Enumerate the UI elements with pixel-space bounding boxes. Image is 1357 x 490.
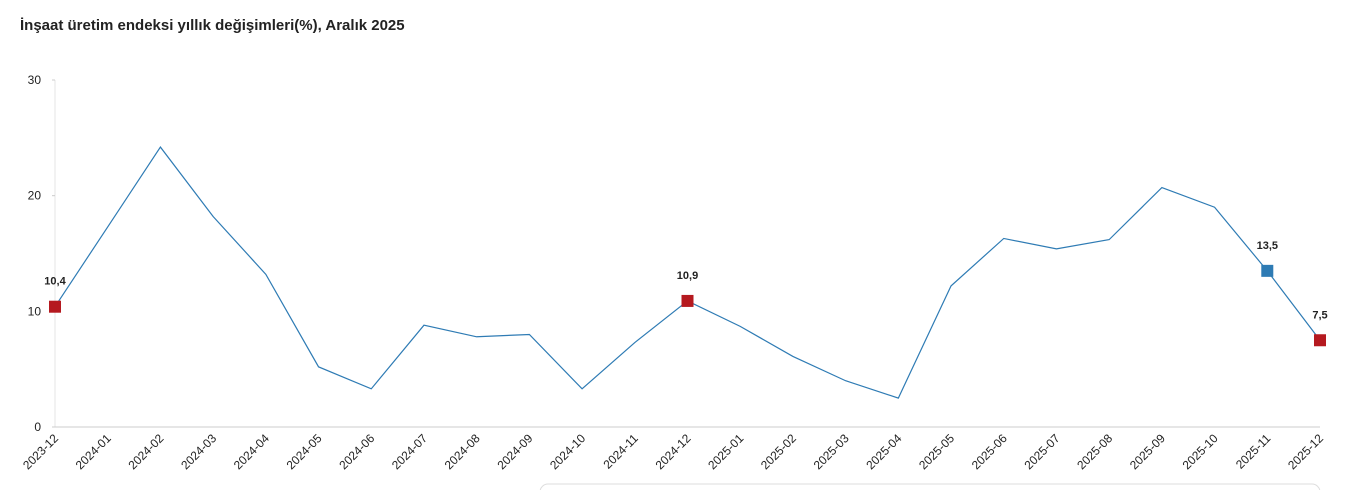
x-tick-label: 2024-09 [494,431,535,472]
y-tick-label: 20 [28,189,42,203]
x-tick-label: 2024-03 [178,431,219,472]
x-tick-label: 2023-12 [20,431,61,472]
x-tick-label: 2024-04 [231,431,272,472]
x-tick-label: 2025-08 [1074,431,1115,472]
x-tick-label: 2025-03 [811,431,852,472]
x-tick-label: 2024-06 [336,431,377,472]
value-label: 10,9 [677,270,698,282]
x-tick-label: 2025-01 [705,431,746,472]
panel-edge [539,483,1321,490]
x-tick-label: 2024-02 [125,431,166,472]
marker [1314,334,1326,347]
x-tick-label: 2024-07 [389,431,430,472]
x-tick-label: 2024-01 [73,431,114,472]
y-tick-label: 30 [28,73,42,87]
x-tick-label: 2024-05 [284,431,325,472]
value-label: 7,5 [1312,309,1327,321]
y-tick-label: 0 [34,420,41,434]
x-tick-label: 2024-10 [547,431,588,472]
x-tick-label: 2025-10 [1180,431,1221,472]
value-label: 13,5 [1257,240,1278,252]
x-tick-label: 2025-12 [1285,431,1326,472]
x-tick-label: 2025-04 [863,431,904,472]
x-tick-label: 2025-05 [916,431,957,472]
marker [49,300,61,313]
marker [681,294,694,307]
chart-title: İnşaat üretim endeksi yıllık değişimleri… [20,17,405,34]
x-tick-label: 2025-11 [1233,431,1274,472]
x-tick-label: 2025-07 [1022,431,1063,472]
x-tick-label: 2024-12 [653,431,694,472]
value-label: 10,4 [44,276,66,288]
x-tick-label: 2024-11 [600,431,641,472]
x-tick-label: 2025-06 [969,431,1010,472]
marker [1261,264,1274,277]
x-tick-label: 2025-09 [1127,431,1168,472]
x-tick-label: 2025-02 [758,431,799,472]
y-tick-label: 10 [28,304,42,318]
x-tick-label: 2024-08 [442,431,483,472]
